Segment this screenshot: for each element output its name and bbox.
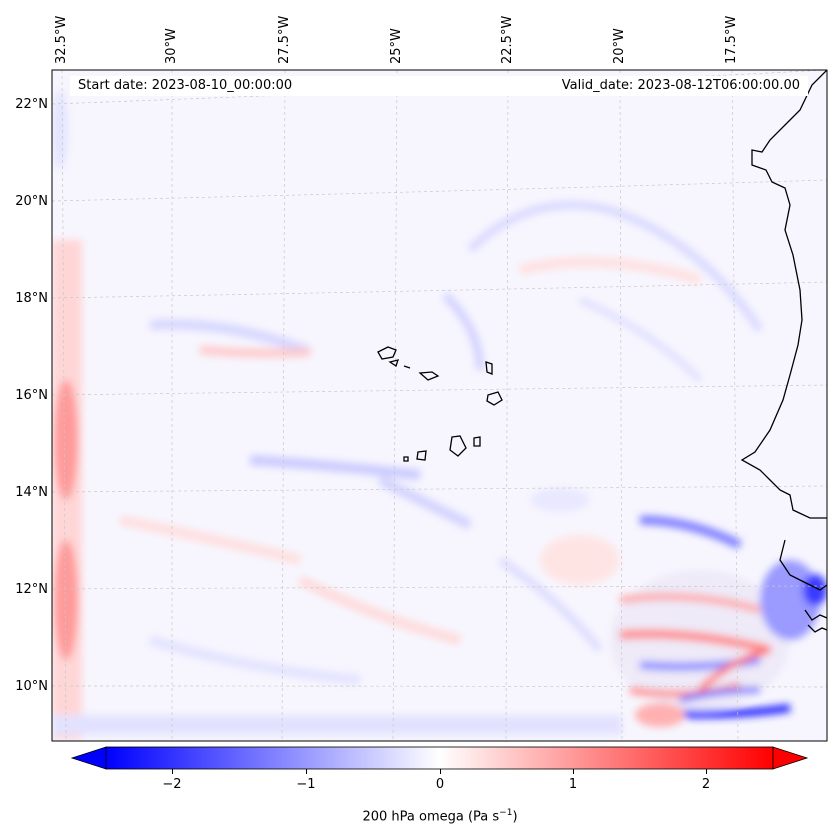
lon-label: 30°W <box>164 28 179 64</box>
colorbar-tick-label: 0 <box>435 777 445 792</box>
colorbar-tick-mark <box>706 769 707 774</box>
colorbar-gradient <box>105 746 774 770</box>
gridlines <box>52 70 827 741</box>
colorbar-tick-label: −2 <box>162 777 182 792</box>
colorbar-label-exponent: −1 <box>499 808 513 818</box>
lon-label: 22.5°W <box>500 15 515 64</box>
colorbar-tick-mark <box>440 769 441 774</box>
colorbar-min-extension <box>70 746 107 770</box>
lat-label: 18°N <box>15 291 48 306</box>
coastline-africa <box>740 70 827 633</box>
colorbar-tick-label: 2 <box>701 777 711 792</box>
colorbar <box>70 746 809 770</box>
lon-label: 25°W <box>389 28 404 64</box>
lon-label: 20°W <box>612 28 627 64</box>
colorbar-tick-mark <box>172 769 173 774</box>
colorbar-label-main: 200 hPa omega (Pa s <box>362 809 500 825</box>
lat-label: 16°N <box>15 388 48 403</box>
coastline-cape-verde <box>377 346 503 462</box>
colorbar-label-close: ) <box>512 809 518 825</box>
valid-date-label: Valid_date: 2023-08-12T06:00:00.00 <box>561 78 800 93</box>
colorbar-max-extension <box>772 746 809 770</box>
lat-label: 14°N <box>15 485 48 500</box>
map-frame <box>51 69 828 742</box>
caption-box <box>70 76 808 96</box>
lon-label: 17.5°W <box>724 15 739 64</box>
colorbar-label: 200 hPa omega (Pa s−1) <box>362 808 517 824</box>
lat-label: 12°N <box>15 582 48 597</box>
lon-label: 32.5°W <box>54 15 69 64</box>
colorbar-tick-label: −1 <box>296 777 316 792</box>
colorbar-tick-mark <box>573 769 574 774</box>
field-features <box>52 90 827 740</box>
lat-label: 20°N <box>15 194 48 209</box>
lat-label: 22°N <box>15 97 48 112</box>
lat-label: 10°N <box>15 679 48 694</box>
start-date-label: Start date: 2023-08-10_00:00:00 <box>78 78 293 93</box>
lon-label: 27.5°W <box>277 15 292 64</box>
omega-field <box>52 70 827 741</box>
colorbar-tick-mark <box>306 769 307 774</box>
colorbar-tick-label: 1 <box>568 777 578 792</box>
